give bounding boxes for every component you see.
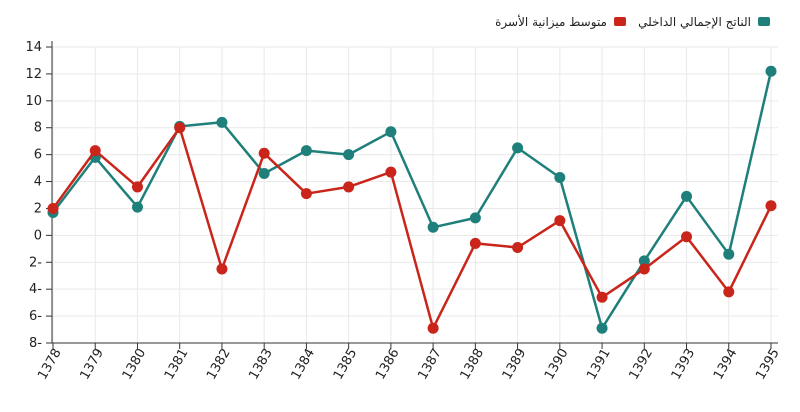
data-point (131, 201, 143, 213)
data-point (469, 237, 481, 249)
x-tick-label: 1395 (753, 346, 783, 382)
data-point (89, 145, 101, 157)
data-point (723, 286, 735, 298)
x-tick-label: 1381 (162, 346, 192, 382)
data-point (427, 221, 439, 233)
x-tick-label: 1392 (626, 346, 656, 382)
y-tick-label: 2- (29, 255, 42, 270)
data-point (300, 145, 312, 157)
legend-label: الناتج الإجمالي الداخلي (638, 15, 751, 29)
data-point (554, 215, 566, 227)
data-point (469, 212, 481, 224)
series-line (51, 126, 773, 330)
y-tick-label: 14 (25, 40, 42, 55)
y-tick-label: 6- (29, 309, 42, 324)
y-tick-label: 8- (29, 336, 42, 351)
data-point (765, 200, 777, 212)
x-tick-label: 1386 (373, 346, 403, 382)
x-tick-label: 1385 (331, 346, 361, 382)
x-tick-label: 1383 (246, 346, 276, 382)
legend-swatch (758, 17, 770, 26)
y-tick-label: 8 (34, 121, 42, 136)
data-point (427, 322, 439, 334)
legend-item-2: متوسط ميزانية الأسرة (495, 14, 626, 30)
x-tick-label: 1382 (204, 346, 234, 382)
data-point (554, 172, 566, 184)
data-point (385, 166, 397, 178)
data-point (300, 188, 312, 200)
legend-item-1: الناتج الإجمالي الداخلي (638, 15, 770, 29)
y-tick-label: 12 (25, 67, 42, 82)
data-point (512, 142, 524, 154)
legend: الناتج الإجمالي الداخلي متوسط ميزانية الأ… (495, 14, 770, 30)
data-point (216, 263, 228, 275)
data-point (723, 248, 735, 260)
legend-swatch (614, 17, 626, 26)
x-tick-label: 1387 (415, 346, 445, 382)
x-tick-label: 1390 (542, 346, 572, 382)
series (47, 65, 777, 334)
x-tick-label: 1394 (711, 346, 741, 382)
data-point (596, 291, 608, 303)
x-tick-label: 1389 (500, 346, 530, 382)
data-point (765, 65, 777, 77)
y-tick-label: 4- (29, 282, 42, 297)
data-point (638, 255, 650, 267)
x-tick-labels: 1378 1379 1380 1381 1382 1383 1384 1385 1386 1387… (35, 346, 783, 382)
data-point (258, 147, 270, 159)
y-tick-label: 6 (34, 148, 42, 163)
x-tick-label: 1380 (120, 346, 150, 382)
x-tick-label: 1393 (669, 346, 699, 382)
y-tick-label: 10 (25, 94, 42, 109)
y-tick-label: 4 (34, 175, 42, 190)
x-tick-label: 1391 (584, 346, 614, 382)
y-tick-label: 0 (34, 228, 42, 243)
data-point (638, 263, 650, 275)
series-line (52, 70, 773, 330)
data-point (512, 241, 524, 253)
data-point (258, 167, 270, 179)
y-tick-labels: 14 12 10 8 6 4 2 0 2- 4- 6- 8- (25, 40, 42, 351)
series-2 (47, 122, 777, 334)
legend-label: متوسط ميزانية الأسرة (495, 14, 607, 30)
data-point (131, 181, 143, 193)
data-point (216, 116, 228, 128)
x-tick-label: 1379 (77, 346, 107, 382)
grid-lines (52, 46, 778, 344)
x-tick-label: 1378 (35, 346, 65, 382)
y-tick-label: 2 (34, 201, 42, 216)
data-point (596, 322, 608, 334)
axes (46, 41, 778, 349)
data-point (343, 149, 355, 161)
data-point (385, 126, 397, 138)
x-tick-label: 1388 (458, 346, 488, 382)
series-1 (47, 65, 777, 334)
data-point (343, 181, 355, 193)
data-point (681, 231, 693, 243)
x-tick-label: 1384 (289, 346, 319, 382)
data-point (174, 122, 186, 134)
data-point (47, 202, 59, 214)
data-point (681, 190, 693, 202)
